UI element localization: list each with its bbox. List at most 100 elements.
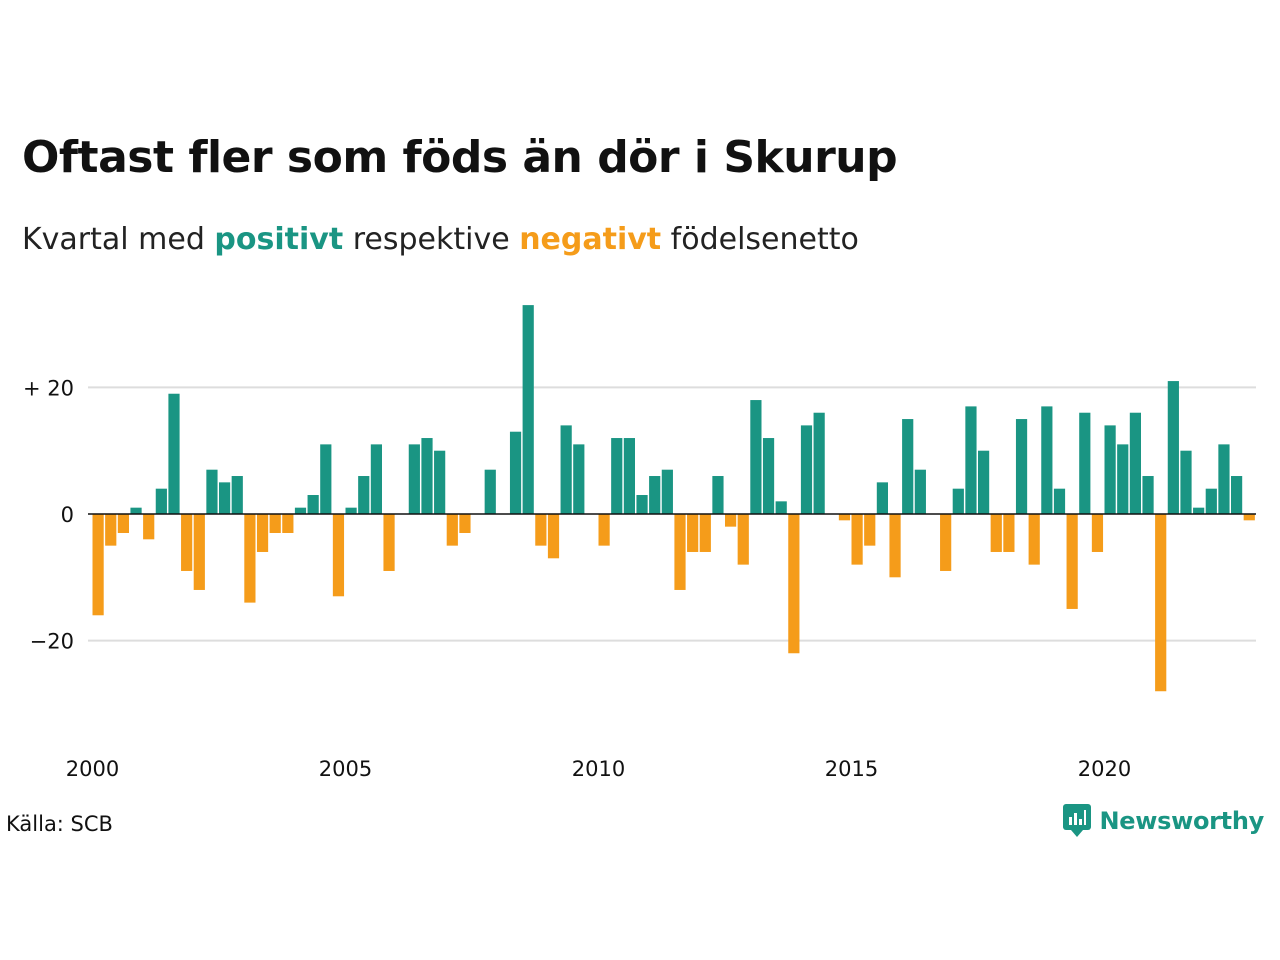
bar — [1231, 476, 1243, 514]
x-tick-label: 2020 — [1078, 757, 1131, 781]
bar — [522, 305, 534, 514]
grid-lines — [88, 386, 1256, 642]
bar — [952, 488, 964, 514]
bar — [1053, 488, 1066, 514]
bar — [1167, 381, 1179, 514]
bar — [143, 514, 155, 540]
x-tick-label: 2005 — [319, 757, 372, 781]
bar — [434, 450, 446, 514]
axes: + 20 0 −20 2000 2005 2010 2015 2020 — [23, 376, 1256, 781]
bars — [92, 305, 1255, 692]
bar — [105, 514, 117, 546]
bar — [92, 514, 104, 616]
bar — [244, 514, 256, 603]
newsworthy-logo-icon — [1063, 804, 1092, 837]
bar — [712, 476, 724, 514]
bar — [1066, 514, 1078, 609]
bar — [838, 514, 851, 521]
bar — [1193, 507, 1205, 514]
bar — [269, 514, 281, 533]
bar — [1142, 476, 1154, 514]
bar — [130, 507, 142, 514]
bar — [598, 514, 610, 546]
subtitle-suffix: födelsenetto — [661, 222, 859, 257]
bar — [282, 514, 294, 533]
bar — [750, 400, 762, 514]
bar — [560, 425, 572, 514]
x-tick-label: 2000 — [66, 757, 119, 781]
bar — [674, 514, 686, 590]
y-tick-label: + 20 — [23, 376, 74, 400]
bar — [1117, 444, 1129, 514]
bar — [421, 438, 433, 514]
bar — [813, 412, 825, 514]
bar — [725, 514, 737, 527]
bar — [889, 514, 901, 578]
bar — [990, 514, 1002, 552]
subtitle-positive-label: positivt — [214, 222, 344, 257]
x-tick-label: 2015 — [825, 757, 878, 781]
bar — [219, 482, 231, 514]
bar — [1003, 514, 1015, 552]
bar — [737, 514, 749, 565]
bar — [851, 514, 863, 565]
bar — [636, 495, 648, 514]
subtitle-middle: respektive — [343, 222, 520, 257]
chart-subtitle: Kvartal med positivt respektive negativt… — [22, 222, 859, 257]
bar — [181, 514, 193, 571]
bar — [649, 476, 661, 514]
bar — [687, 514, 699, 552]
bar — [876, 482, 888, 514]
bar — [1079, 412, 1091, 514]
bar — [1015, 419, 1028, 514]
bar — [699, 514, 711, 552]
bar — [345, 507, 357, 514]
bar — [155, 488, 167, 514]
bar — [370, 444, 382, 514]
bar — [902, 419, 914, 514]
source-label: Källa: SCB — [6, 812, 113, 836]
bar — [775, 501, 787, 514]
bar — [408, 444, 420, 514]
bar — [383, 514, 395, 571]
bar-chart: + 20 0 −20 2000 2005 2010 2015 2020 — [23, 305, 1256, 781]
bar — [762, 438, 775, 514]
bar — [573, 444, 585, 514]
bar — [358, 476, 370, 514]
bar — [978, 450, 990, 514]
subtitle-negative-label: negativt — [519, 222, 662, 257]
bar — [788, 514, 800, 654]
x-tick-label: 2010 — [572, 757, 625, 781]
bar — [168, 393, 180, 514]
bar — [1243, 514, 1255, 521]
bar — [1180, 450, 1192, 514]
bar — [864, 514, 876, 546]
bar — [206, 469, 218, 514]
brand-logo: Newsworthy — [1063, 804, 1264, 838]
bar — [1028, 514, 1040, 565]
bar — [1104, 425, 1116, 514]
bar — [1041, 406, 1053, 514]
bar — [611, 438, 623, 514]
bar — [800, 425, 813, 514]
bar — [1129, 412, 1141, 514]
bar — [623, 438, 635, 514]
bar — [117, 514, 129, 533]
bar — [940, 514, 952, 571]
bar — [1218, 444, 1230, 514]
bar — [914, 469, 926, 514]
bar — [484, 469, 496, 514]
bar — [446, 514, 458, 546]
bar — [193, 514, 205, 590]
y-tick-label: 0 — [61, 503, 74, 527]
bar — [231, 476, 243, 514]
bar — [965, 406, 977, 514]
brand-name: Newsworthy — [1099, 807, 1264, 835]
bar — [1155, 514, 1167, 692]
bar — [1205, 488, 1217, 514]
bar — [509, 431, 522, 514]
chart-title: Oftast fler som föds än dör i Skurup — [22, 132, 898, 183]
bar — [294, 507, 307, 514]
bar — [661, 469, 673, 514]
bar — [320, 444, 332, 514]
